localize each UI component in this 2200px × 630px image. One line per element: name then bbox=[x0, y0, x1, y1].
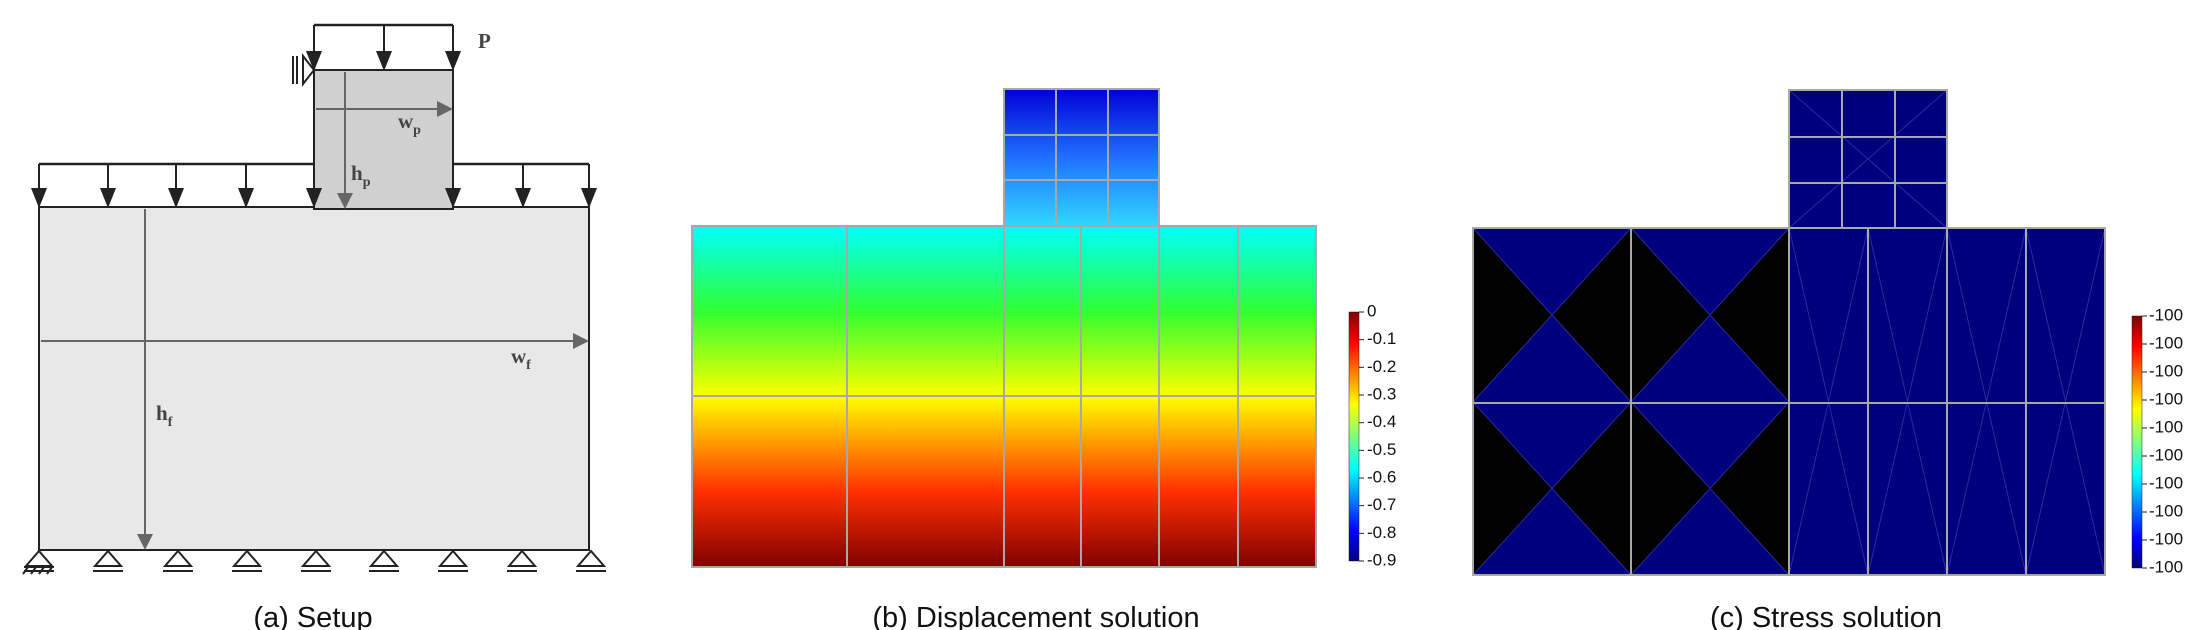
plate-width-label: wp bbox=[398, 109, 421, 138]
plate bbox=[313, 69, 454, 210]
support bbox=[368, 549, 400, 572]
caption: (c) Stress solution bbox=[1710, 602, 1942, 630]
support bbox=[437, 549, 469, 572]
colorbar-tick-label: -0.6 bbox=[1367, 467, 1396, 486]
colorbar-tick-label: -0.3 bbox=[1367, 384, 1396, 403]
mesh bbox=[1472, 89, 2106, 576]
support bbox=[575, 549, 607, 572]
colorbar-tick-label: -0.2 bbox=[1367, 357, 1396, 376]
colorbar-tick-label: -100 bbox=[2149, 557, 2183, 576]
colorbar-tick-label: -0.1 bbox=[1367, 329, 1396, 348]
displacement-panel: (b) Displacement solution 0 -0.1 -0.2 -0.3 -… bbox=[691, 88, 1396, 630]
colorbar-tick-label: -0.4 bbox=[1367, 412, 1396, 431]
colorbar-tick-label: -0.9 bbox=[1367, 550, 1396, 569]
colorbar-tick-label: -0.7 bbox=[1367, 495, 1396, 514]
colorbar-tick-label: 0 bbox=[1367, 301, 1376, 320]
caption: (b) Displacement solution bbox=[872, 602, 1199, 630]
support bbox=[162, 549, 194, 572]
colorbar-tick-label: -100 bbox=[2149, 361, 2183, 380]
colorbar-tick-label: -100 bbox=[2149, 529, 2183, 548]
colorbar-tick-label: -100 bbox=[2149, 473, 2183, 492]
colorbar-tick-label: -100 bbox=[2149, 305, 2183, 324]
foundation-height-label: hf bbox=[156, 401, 173, 430]
support bbox=[506, 549, 538, 572]
colorbar-tick-label: -100 bbox=[2149, 501, 2183, 520]
support bbox=[300, 549, 332, 572]
foundation bbox=[38, 206, 590, 551]
colorbar-tick-label: -100 bbox=[2149, 333, 2183, 352]
colorbar-tick-label: -100 bbox=[2149, 389, 2183, 408]
colorbar-tick-label: -100 bbox=[2149, 417, 2183, 436]
stress-panel: (c) Stress solution -100 -100 -100 -100 -100… bbox=[1472, 89, 2183, 630]
plate-field bbox=[1004, 89, 1159, 226]
colorbar-tick-label: -0.5 bbox=[1367, 440, 1396, 459]
foundation-width-label: wf bbox=[511, 344, 531, 373]
colorbar-tick-label: -100 bbox=[2149, 445, 2183, 464]
colorbar-tick-label: -0.8 bbox=[1367, 523, 1396, 542]
load-label: P bbox=[478, 29, 491, 53]
support bbox=[92, 549, 124, 572]
hinge bbox=[292, 53, 316, 87]
colorbar bbox=[1348, 311, 1360, 562]
support bbox=[231, 549, 263, 572]
setup-panel: P wp hp wf hf (a) Setup bbox=[22, 23, 607, 630]
colorbar bbox=[2131, 315, 2143, 569]
caption: (a) Setup bbox=[253, 602, 372, 630]
mesh bbox=[691, 88, 1317, 568]
plate-height-label: hp bbox=[351, 161, 371, 190]
ground-hatch bbox=[22, 566, 54, 575]
